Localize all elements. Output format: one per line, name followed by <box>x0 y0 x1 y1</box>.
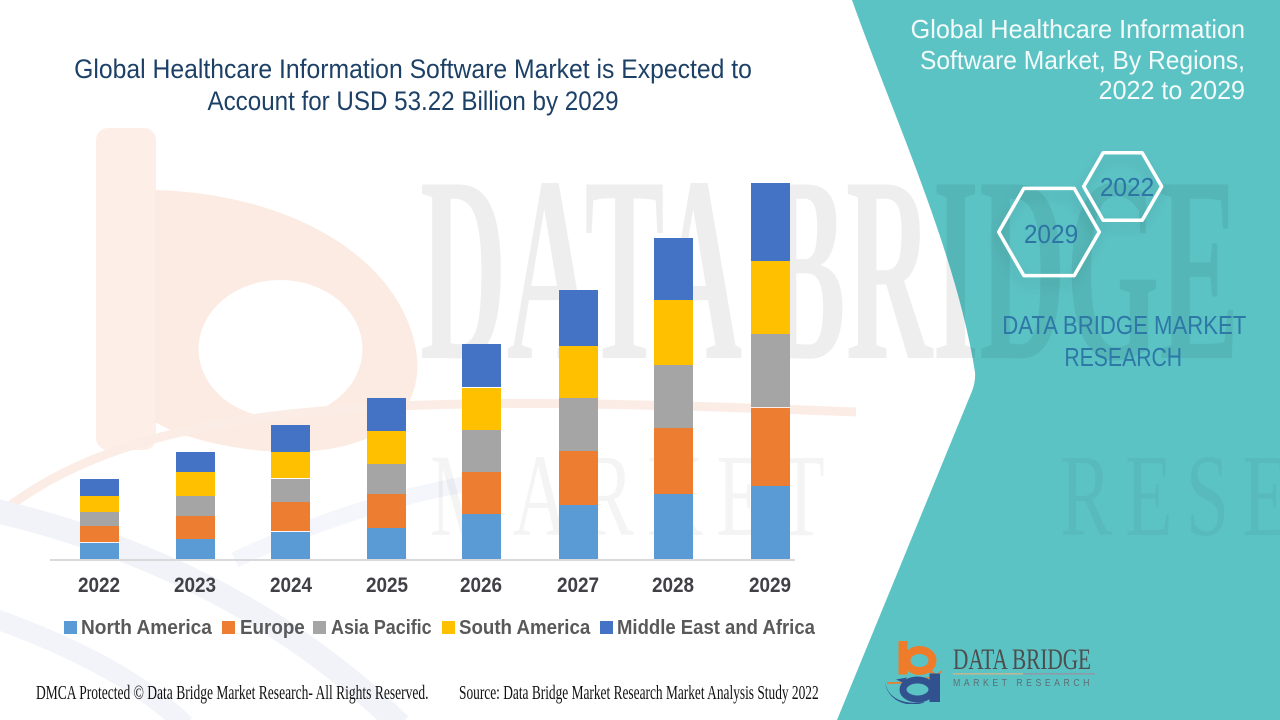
svg-text:DATA BRIDGE: DATA BRIDGE <box>953 645 1091 676</box>
svg-text:DATA BRIDGE: DATA BRIDGE <box>420 124 1239 416</box>
svg-text:MARKET RESEARCH: MARKET RESEARCH <box>953 678 1093 689</box>
svg-text:RESEARCH: RESEARCH <box>1060 430 1280 561</box>
